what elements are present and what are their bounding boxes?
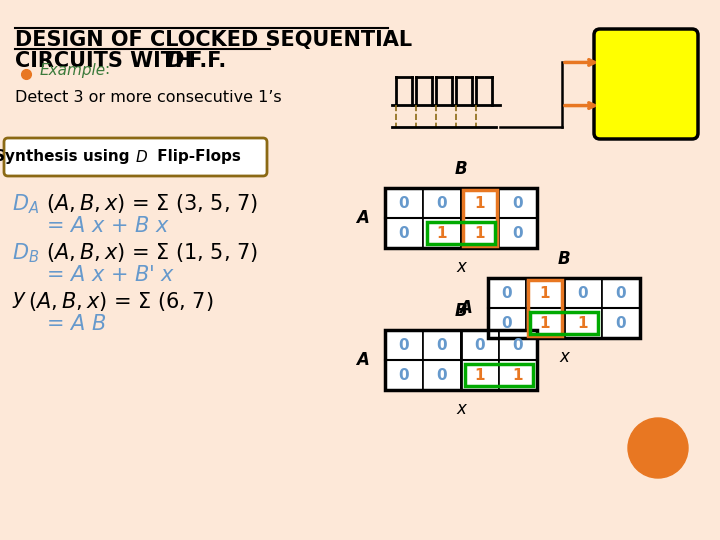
Text: 0: 0 — [616, 315, 626, 330]
Bar — [526, 278, 564, 308]
Bar — [564, 308, 602, 338]
Text: $D_A$: $D_A$ — [12, 192, 39, 215]
Text: Example: Example — [40, 63, 106, 78]
FancyBboxPatch shape — [4, 138, 267, 176]
Text: x: x — [559, 348, 569, 366]
Text: B: B — [455, 302, 467, 320]
Bar — [488, 308, 526, 338]
Text: DESIGN OF CLOCKED SEQUENTIAL: DESIGN OF CLOCKED SEQUENTIAL — [15, 30, 412, 50]
Text: x: x — [456, 258, 466, 276]
Text: 0: 0 — [474, 338, 485, 353]
Bar — [499, 360, 537, 390]
Text: D: D — [167, 51, 184, 71]
Bar — [528, 280, 562, 336]
Text: 1: 1 — [474, 226, 485, 240]
Text: A: A — [356, 209, 369, 227]
Text: 0: 0 — [513, 226, 523, 240]
Bar — [385, 330, 537, 390]
Bar — [385, 188, 423, 218]
Text: 0: 0 — [399, 226, 409, 240]
Bar — [461, 188, 499, 218]
Bar — [526, 308, 564, 338]
Bar — [461, 218, 499, 248]
Bar — [461, 330, 499, 360]
Bar — [602, 278, 640, 308]
Text: Synthesis using: Synthesis using — [0, 150, 135, 165]
Text: Detect 3 or more consecutive 1’s: Detect 3 or more consecutive 1’s — [15, 90, 282, 105]
Text: 1: 1 — [540, 286, 550, 300]
Text: = $A$ $x$ + $B$ $x$: = $A$ $x$ + $B$ $x$ — [46, 216, 170, 236]
Text: :: : — [104, 63, 109, 78]
Text: 0: 0 — [616, 286, 626, 300]
Text: $(A, B, x)$ = $\Sigma$ (6, 7): $(A, B, x)$ = $\Sigma$ (6, 7) — [28, 290, 214, 313]
Bar — [463, 190, 497, 246]
Bar — [385, 330, 423, 360]
Bar — [499, 330, 537, 360]
Text: 0: 0 — [399, 195, 409, 211]
Bar — [385, 188, 537, 248]
Bar — [488, 278, 640, 338]
Text: 0: 0 — [399, 368, 409, 382]
Circle shape — [628, 418, 688, 478]
Bar — [423, 330, 461, 360]
Bar — [530, 312, 598, 334]
Text: $(A, B, x)$ = $\Sigma$ (1, 5, 7): $(A, B, x)$ = $\Sigma$ (1, 5, 7) — [46, 241, 258, 264]
Bar — [385, 360, 423, 390]
Text: = $A$ $B$: = $A$ $B$ — [46, 314, 106, 334]
Text: 1: 1 — [577, 315, 588, 330]
Text: A: A — [459, 299, 472, 317]
Text: 0: 0 — [577, 286, 588, 300]
Text: A: A — [356, 351, 369, 369]
Text: 1: 1 — [540, 315, 550, 330]
Text: $(A, B, x)$ = $\Sigma$ (3, 5, 7): $(A, B, x)$ = $\Sigma$ (3, 5, 7) — [46, 192, 258, 215]
Text: Flip-Flops: Flip-Flops — [152, 150, 241, 165]
Bar — [499, 218, 537, 248]
Text: 0: 0 — [437, 368, 447, 382]
Bar — [465, 364, 533, 386]
Text: 0: 0 — [502, 286, 513, 300]
FancyBboxPatch shape — [594, 29, 698, 139]
Bar — [499, 188, 537, 218]
Text: $D_B$: $D_B$ — [12, 241, 39, 265]
Text: $y$: $y$ — [12, 290, 27, 310]
Text: 0: 0 — [437, 338, 447, 353]
Text: = $A$ $x$ + $B$' $x$: = $A$ $x$ + $B$' $x$ — [46, 265, 176, 285]
Text: 1: 1 — [437, 226, 447, 240]
Text: 1: 1 — [474, 195, 485, 211]
Bar — [423, 218, 461, 248]
Bar — [602, 308, 640, 338]
Bar — [564, 278, 602, 308]
Bar — [461, 360, 499, 390]
Text: $D$: $D$ — [135, 149, 148, 165]
Text: CIRCUITS WITH: CIRCUITS WITH — [15, 51, 199, 71]
Bar — [385, 218, 423, 248]
Text: B: B — [455, 160, 467, 178]
Text: 1: 1 — [513, 368, 523, 382]
Bar — [423, 188, 461, 218]
Bar — [488, 278, 526, 308]
Bar — [423, 360, 461, 390]
Text: 0: 0 — [399, 338, 409, 353]
Text: 1: 1 — [474, 368, 485, 382]
Text: 0: 0 — [437, 195, 447, 211]
Text: 0: 0 — [502, 315, 513, 330]
Text: 0: 0 — [513, 195, 523, 211]
Text: F.F.: F.F. — [181, 51, 226, 71]
Bar — [427, 222, 495, 244]
Text: B: B — [558, 250, 570, 268]
Text: 0: 0 — [513, 338, 523, 353]
Text: x: x — [456, 400, 466, 418]
